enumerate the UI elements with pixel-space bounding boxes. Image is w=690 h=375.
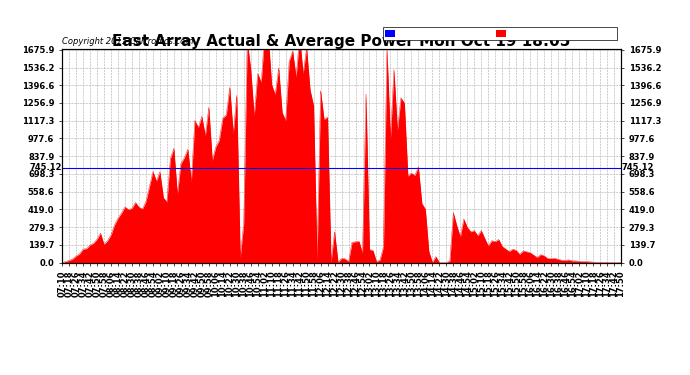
Text: 745.12: 745.12: [29, 164, 61, 172]
Text: 745.12: 745.12: [622, 164, 654, 172]
Legend: Average  (DC Watts), East Array  (DC Watts): Average (DC Watts), East Array (DC Watts…: [384, 27, 617, 40]
Text: Copyright 2015 Cartronics.com: Copyright 2015 Cartronics.com: [62, 37, 193, 46]
Title: East Array Actual & Average Power Mon Oct 19 18:05: East Array Actual & Average Power Mon Oc…: [112, 34, 571, 49]
